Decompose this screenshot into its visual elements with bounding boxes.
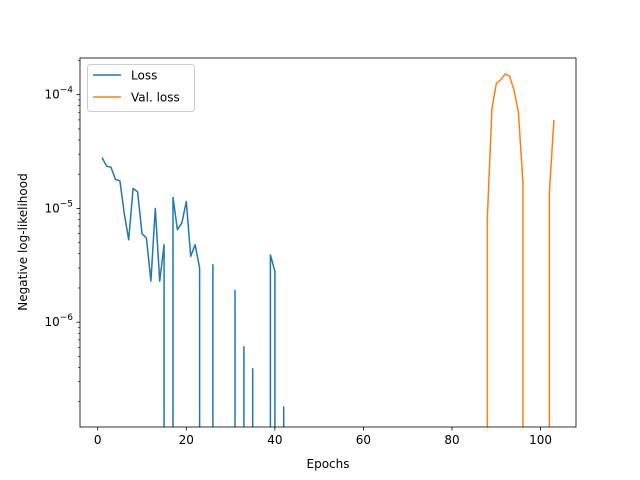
- y-axis-ticks: 10−6 10−5 10−4: [44, 60, 80, 403]
- legend-label-loss: Loss: [131, 69, 157, 83]
- legend-label-val-loss: Val. loss: [131, 91, 180, 105]
- legend-box: [87, 64, 195, 112]
- y-tick-label: 10−4: [44, 86, 73, 102]
- val-loss-line: [548, 119, 555, 427]
- series-layer: [101, 73, 555, 427]
- y-tick-label: 10−6: [44, 313, 73, 329]
- plot-area: [80, 58, 576, 427]
- loss-line: [269, 254, 276, 427]
- y-tick-label: 10−5: [44, 199, 73, 215]
- x-axis-ticks: 0 20 40 60 80 100: [94, 427, 552, 447]
- legend: Loss Val. loss: [87, 64, 195, 112]
- y-axis-label: Negative log-likelihood: [16, 173, 30, 310]
- x-tick-label: 20: [179, 433, 194, 447]
- x-tick-label: 0: [94, 433, 102, 447]
- x-tick-label: 100: [529, 433, 552, 447]
- x-tick-label: 40: [267, 433, 282, 447]
- x-tick-label: 60: [356, 433, 371, 447]
- loss-line: [172, 196, 201, 427]
- x-tick-label: 80: [444, 433, 459, 447]
- x-axis-label: Epochs: [307, 457, 350, 471]
- loss-line: [101, 157, 165, 427]
- val-loss-line: [486, 73, 524, 427]
